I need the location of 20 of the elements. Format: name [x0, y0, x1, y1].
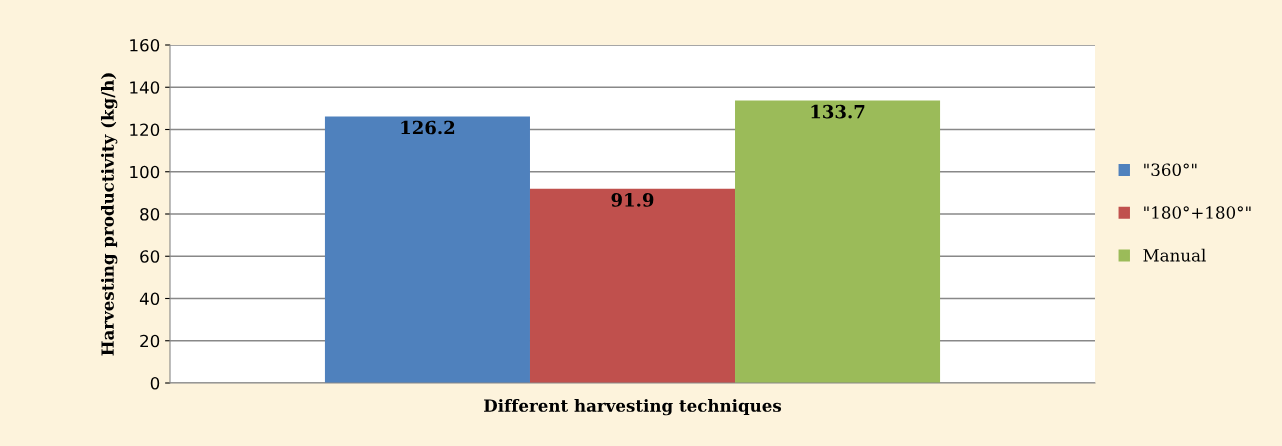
data-label: 126.2: [401, 120, 455, 135]
legend-label: "180°+180°": [1144, 206, 1251, 219]
y-tick-label: 160: [130, 38, 160, 52]
y-tick-label: 80: [140, 207, 160, 221]
bar: [735, 100, 941, 383]
bar: [529, 188, 736, 383]
y-tick-label: 140: [130, 81, 160, 94]
y-axis-title: Harvesting productivity (kg/h): [100, 73, 118, 356]
bar: [324, 116, 530, 383]
y-tick-label: 60: [140, 250, 160, 263]
x-axis-title: Different harvesting techniques: [484, 398, 782, 416]
data-label: 133.7: [811, 104, 865, 119]
legend-label: Manual: [1143, 248, 1206, 262]
y-tick-label: 40: [139, 292, 160, 306]
y-tick-label: 20: [140, 334, 160, 348]
y-tick-label: 0: [150, 376, 160, 390]
y-tick-label: 100: [130, 165, 160, 179]
y-tick-label: 120: [130, 123, 160, 137]
legend-label: "360°": [1144, 163, 1197, 177]
data-label: 91.9: [611, 193, 654, 207]
